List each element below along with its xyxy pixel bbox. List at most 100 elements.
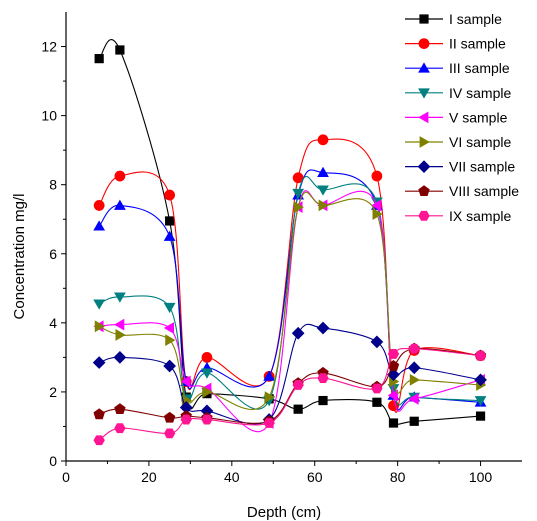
legend-label: IV sample [449,85,511,101]
legend-item: IV sample [405,85,511,101]
data-point [292,380,304,390]
data-point [113,292,126,303]
y-tick-label: 12 [41,39,57,55]
data-point [475,411,486,421]
data-point [372,397,382,407]
series-9 [93,343,487,446]
data-point [474,350,487,361]
data-point [165,334,176,347]
data-point [93,220,106,231]
data-point [291,326,305,340]
data-point [372,208,383,220]
data-point [408,392,419,405]
data-point [93,408,105,420]
x-tick-label: 100 [469,469,493,485]
data-point [264,391,275,403]
data-point [201,414,213,425]
data-point [317,166,329,178]
data-point [388,400,399,412]
data-point [371,383,383,394]
data-point [165,216,175,226]
data-point [263,418,275,428]
x-tick-label: 60 [307,469,323,485]
legend-marker [418,62,430,73]
x-tick-label: 20 [141,469,157,485]
x-tick-label: 0 [62,469,70,485]
data-point [93,299,106,310]
series-4 [93,175,487,410]
data-point [163,230,176,241]
legend-marker [419,14,429,24]
legend-label: III sample [449,60,510,76]
data-point [163,411,176,423]
y-tick-label: 10 [41,108,57,124]
data-point [114,318,125,331]
legend-marker [418,210,430,221]
y-tick-label: 6 [49,246,57,262]
series-8 [93,342,487,427]
data-point [370,335,384,349]
data-point [474,373,487,387]
data-point [180,375,191,388]
legend-label: V sample [449,109,508,125]
data-point [317,185,329,196]
legend-marker [418,88,430,99]
legend-marker [418,185,430,197]
data-point [293,404,303,414]
data-point [115,45,125,55]
data-point [293,201,304,214]
y-tick-label: 4 [49,315,57,331]
data-point [387,389,398,402]
data-point [114,403,126,415]
legend-label: VIII sample [449,183,519,199]
legend-item: II sample [405,36,506,52]
data-point [115,329,126,341]
legend-item: III sample [405,60,510,76]
legend-label: I sample [449,11,502,27]
legend-label: VI sample [449,134,511,150]
x-tick-label: 40 [224,469,240,485]
data-point [179,401,193,414]
y-axis-title: Concentration mg/l [11,194,28,320]
data-point [94,320,105,333]
legend-item: I sample [405,11,502,27]
data-point [94,54,104,64]
legend: I sample II sample III sample IV sample V sa… [405,11,519,224]
data-point [317,373,329,384]
data-point [163,302,176,314]
legend-marker [419,136,430,148]
data-point [93,435,105,446]
legend-label: VII sample [449,159,515,175]
data-point [113,199,126,210]
legend-item: IX sample [405,208,511,224]
data-point [93,200,105,211]
legend-item: VII sample [405,159,515,175]
axes [65,12,522,462]
legend-item: V sample [405,109,508,125]
data-point [292,188,305,200]
legend-label: IX sample [449,208,511,224]
data-point [164,189,176,201]
series-line [98,323,481,425]
data-point [113,351,127,364]
data-point [407,361,421,375]
data-point [92,356,106,369]
series-7 [92,321,487,426]
data-point [408,343,420,354]
data-point [388,418,399,428]
data-point [474,396,487,407]
data-point [371,199,382,212]
data-point [163,359,177,373]
data-point [163,428,176,439]
data-point [387,349,400,359]
legend-item: VI sample [405,134,511,150]
data-point [263,370,276,381]
series-6 [94,191,487,411]
data-point [202,386,213,398]
data-point [316,321,330,335]
data-point [317,134,329,146]
legend-marker [418,111,429,124]
y-tick-label: 0 [49,453,57,469]
data-point [201,368,213,379]
